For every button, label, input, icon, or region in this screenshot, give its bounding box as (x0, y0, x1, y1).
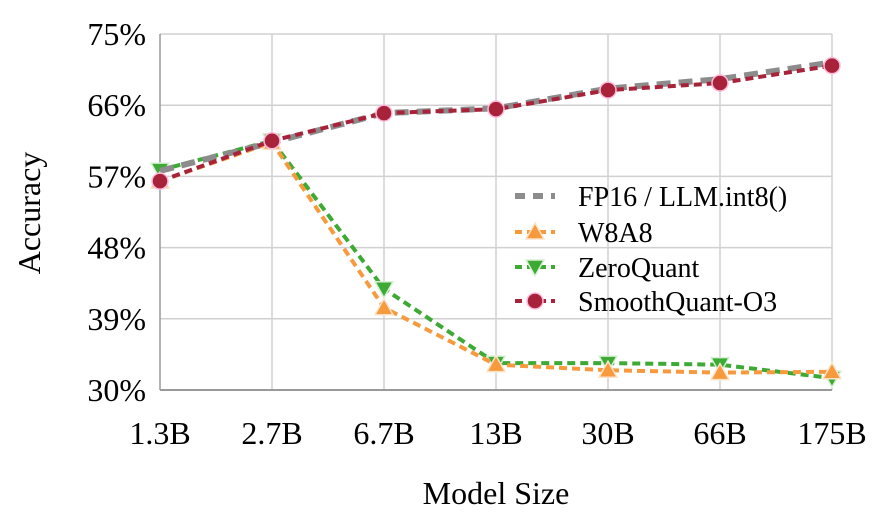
x-tick-label: 175B (797, 415, 866, 451)
y-tick-label: 48% (87, 230, 146, 266)
data-point (485, 354, 507, 373)
y-tick-label: 66% (87, 87, 146, 123)
x-tick-label: 6.7B (353, 415, 414, 451)
x-axis-label: Model Size (423, 475, 570, 511)
x-tick-label: 30B (581, 415, 634, 451)
data-point (597, 359, 619, 378)
data-point (263, 132, 281, 150)
y-tick-label: 57% (87, 158, 146, 194)
x-tick-label: 1.3B (129, 415, 190, 451)
data-point (375, 104, 393, 122)
data-point (373, 297, 395, 316)
tick-labels: 30% 39% 48% 57% 66% 75% 1.3B 2.7B 6.7B 13B 30B 66B 1… (87, 16, 866, 451)
legend-label: ZeroQuant (578, 253, 700, 284)
y-axis-label: Accuracy (11, 152, 47, 275)
x-tick-label: 2.7B (241, 415, 302, 451)
data-point (709, 362, 731, 381)
x-tick-label: 13B (469, 415, 522, 451)
data-point (599, 81, 617, 99)
legend-item: W8A8 (515, 218, 653, 249)
legend-label: W8A8 (578, 218, 653, 249)
y-tick-label: 75% (87, 16, 146, 52)
legend-label: FP16 / LLM.int8() (578, 182, 787, 213)
data-point (821, 361, 843, 380)
legend-marker (524, 259, 546, 278)
series-layer (149, 56, 843, 389)
data-point (487, 100, 505, 118)
y-tick-label: 39% (87, 301, 146, 337)
legend: FP16 / LLM.int8() W8A8 ZeroQuantSmoothQuan… (515, 182, 787, 318)
data-point (823, 56, 841, 75)
legend-marker (526, 292, 544, 310)
data-point (711, 74, 729, 92)
legend-item: ZeroQuant (515, 253, 700, 284)
x-tick-label: 66B (693, 415, 746, 451)
y-tick-label: 30% (87, 372, 146, 408)
data-point (373, 280, 395, 300)
data-point (151, 172, 169, 190)
legend-marker (524, 221, 546, 240)
legend-item: SmoothQuant-O3 (515, 287, 777, 318)
series-smoothquant-o3 (151, 56, 841, 190)
legend-item: FP16 / LLM.int8() (515, 182, 787, 213)
legend-label: SmoothQuant-O3 (578, 287, 777, 318)
